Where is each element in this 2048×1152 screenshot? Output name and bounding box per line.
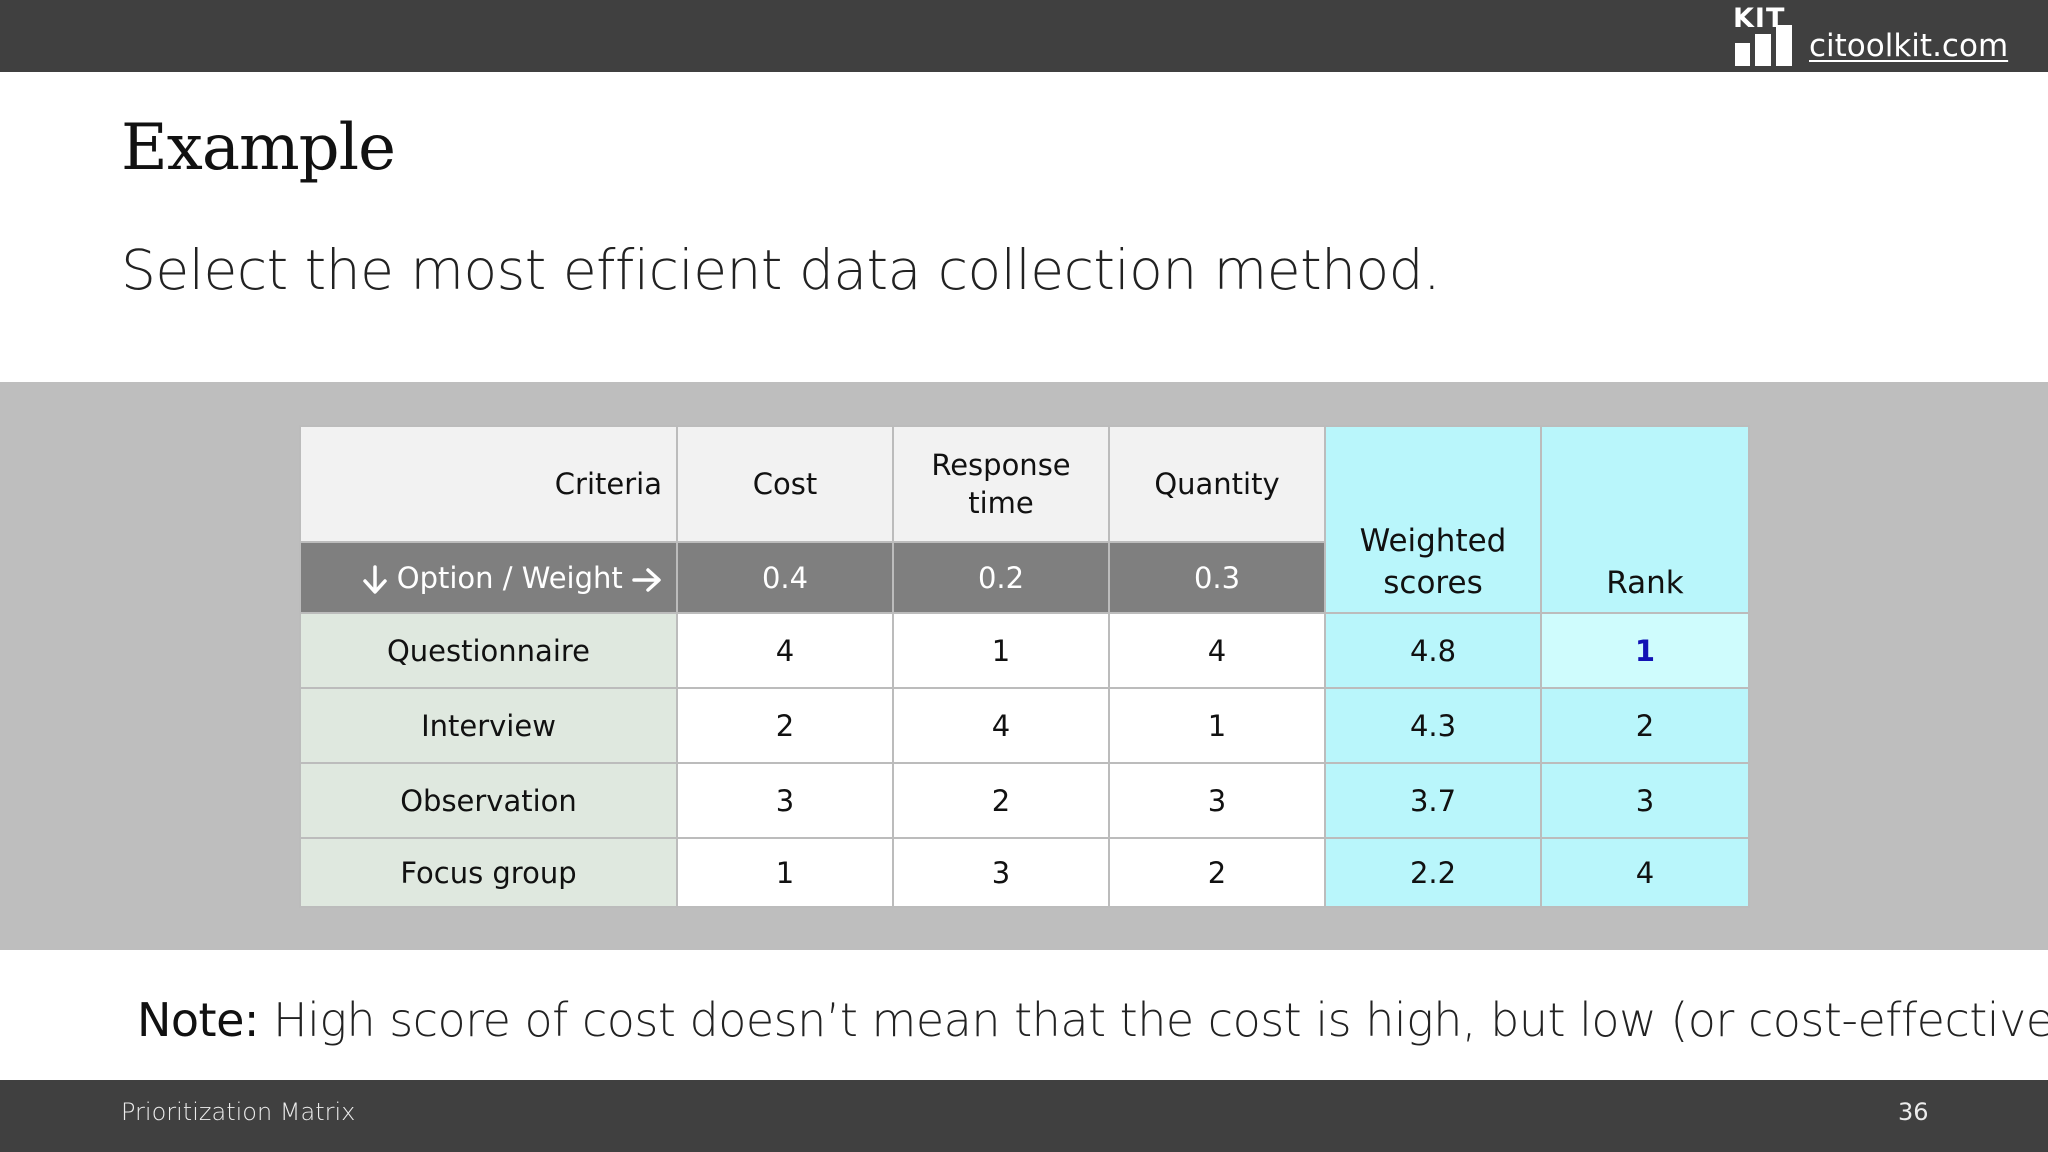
- slide-subtitle: Select the most efficient data collectio…: [121, 238, 1441, 302]
- score-cell: 1: [676, 837, 894, 908]
- table-row: Observation 3 2 3 3.7 3: [299, 762, 1750, 839]
- table-row: Questionnaire 4 1 4 4.8 1: [299, 612, 1750, 689]
- table-row: Focus group 1 3 2 2.2 4: [299, 837, 1750, 908]
- criteria-response-time: Response time: [892, 425, 1110, 543]
- top-bar: [0, 0, 2048, 72]
- criteria-label: Cost: [752, 467, 818, 501]
- score-cell: 1: [1108, 687, 1326, 764]
- logo-text: KIT: [1733, 3, 1786, 34]
- criteria-header-row: Criteria Cost Response time Quantity Weig…: [299, 425, 1750, 614]
- rank-value: 3: [1540, 762, 1750, 839]
- option-name: Interview: [299, 687, 678, 764]
- criteria-label: time: [968, 486, 1034, 520]
- weighted-scores-label: scores: [1383, 565, 1483, 601]
- rank-value: 1: [1540, 612, 1750, 689]
- weight-response-time: 0.2: [892, 541, 1110, 614]
- arrow-right-icon: [632, 567, 661, 592]
- prioritization-matrix: Criteria Cost Response time Quantity Weig…: [299, 425, 1750, 908]
- weighted-score: 4.8: [1324, 612, 1542, 689]
- weight-quantity: 0.3: [1108, 541, 1326, 614]
- weight-cost: 0.4: [676, 541, 894, 614]
- table-row: Interview 2 4 1 4.3 2: [299, 687, 1750, 764]
- site-link[interactable]: citoolkit.com: [1809, 28, 2009, 64]
- weighted-scores-label: Weighted: [1359, 523, 1507, 559]
- option-name: Observation: [299, 762, 678, 839]
- rank-header: Rank: [1540, 425, 1750, 614]
- rank-value: 4: [1540, 837, 1750, 908]
- score-cell: 3: [676, 762, 894, 839]
- score-cell: 2: [1108, 837, 1326, 908]
- score-cell: 3: [1108, 762, 1326, 839]
- note: Note: High score of cost doesn’t mean th…: [137, 988, 2048, 1052]
- weight-row: Option / Weight 0.4 0.2 0.3: [299, 541, 1749, 614]
- page-title: Example: [121, 111, 396, 185]
- score-cell: 1: [892, 612, 1110, 689]
- score-cell: 3: [892, 837, 1110, 908]
- weighted-scores-header: Weighted scores: [1324, 425, 1542, 614]
- score-cell: 2: [892, 762, 1110, 839]
- weighted-score: 4.3: [1324, 687, 1542, 764]
- score-cell: 4: [892, 687, 1110, 764]
- score-cell: 4: [1108, 612, 1326, 689]
- option-name: Focus group: [299, 837, 678, 908]
- note-text: High score of cost doesn’t mean that the…: [258, 993, 2048, 1047]
- footer-title: Prioritization Matrix: [121, 1098, 356, 1126]
- weighted-score: 3.7: [1324, 762, 1542, 839]
- score-cell: 4: [676, 612, 894, 689]
- option-weight-label: Option / Weight: [299, 541, 678, 614]
- score-cell: 2: [676, 687, 894, 764]
- criteria-cost: Cost: [676, 425, 894, 543]
- criteria-corner-label: Criteria: [299, 425, 678, 543]
- rank-value: 2: [1540, 687, 1750, 764]
- arrow-down-icon: [362, 564, 387, 594]
- criteria-label: Quantity: [1154, 467, 1280, 501]
- bottom-bar: [0, 1080, 2048, 1152]
- note-label: Note:: [137, 993, 259, 1047]
- page-number: 36: [1898, 1098, 1929, 1126]
- option-name: Questionnaire: [299, 612, 678, 689]
- weighted-score: 2.2: [1324, 837, 1542, 908]
- option-weight-text: Option / Weight: [396, 560, 623, 595]
- kit-logo-icon: KIT: [1733, 5, 1795, 67]
- criteria-quantity: Quantity: [1108, 425, 1326, 543]
- criteria-label: Response: [931, 448, 1071, 482]
